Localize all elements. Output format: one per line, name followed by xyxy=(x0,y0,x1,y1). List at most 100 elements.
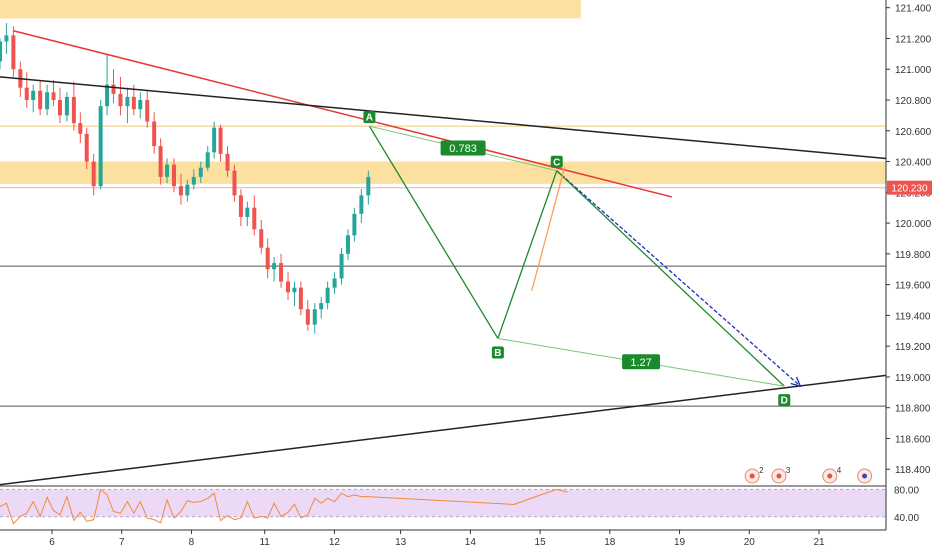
time-tick-label: 19 xyxy=(674,537,686,548)
time-tick-label: 8 xyxy=(189,537,195,548)
candle-body xyxy=(212,127,217,153)
candle-body xyxy=(57,100,62,116)
current-price-badge[interactable] xyxy=(887,180,932,195)
candle-body xyxy=(31,90,36,100)
price-tick-label: 119.000 xyxy=(895,373,931,384)
candle-body xyxy=(259,229,264,248)
candle-body xyxy=(332,278,337,288)
oscillator-pane: 80.00 40.00 xyxy=(0,485,919,525)
harmonic-pattern[interactable]: 0.783 1.27 A B C D xyxy=(363,111,791,407)
candle-body xyxy=(339,253,344,279)
candle-body xyxy=(45,92,50,110)
candle-body xyxy=(352,213,357,236)
candle-body xyxy=(105,84,110,107)
time-tick-label: 12 xyxy=(329,537,341,548)
candle-body xyxy=(345,235,350,254)
price-tick-label: 119.800 xyxy=(895,250,931,261)
candle-body xyxy=(158,146,163,177)
candle-body xyxy=(252,207,257,230)
orange-leg xyxy=(531,166,566,291)
event-icons[interactable]: 2 3 4 xyxy=(744,466,873,484)
price-tick-label: 121.400 xyxy=(895,4,932,15)
candle-body xyxy=(125,96,130,107)
candle-body xyxy=(325,287,330,304)
candle-body xyxy=(145,100,150,122)
candle-body xyxy=(11,35,16,70)
price-tick-label: 120.000 xyxy=(895,219,932,230)
current-price-label: 120.230 xyxy=(891,184,928,195)
time-tick-label: 15 xyxy=(535,537,547,548)
event-icon-2-dot xyxy=(749,473,755,479)
price-tick-label: 121.200 xyxy=(895,34,932,45)
time-tick-label: 20 xyxy=(744,537,756,548)
ratio-label: 1.27 xyxy=(630,357,651,369)
price-tick-label: 120.600 xyxy=(895,127,932,138)
candle-body xyxy=(319,303,324,310)
candle-body xyxy=(305,309,310,325)
point-badge-A[interactable] xyxy=(363,111,376,124)
candle-body xyxy=(84,133,89,162)
candle-body xyxy=(24,87,29,100)
time-tick-label: 14 xyxy=(465,537,477,548)
price-axis[interactable]: 121.400 121.200 121.000 120.800 120.600 120.4… xyxy=(885,0,932,530)
event-icon-4-count: 4 xyxy=(837,466,842,475)
price-tick-label: 118.400 xyxy=(895,465,931,476)
candle-body xyxy=(298,287,303,310)
time-tick-label: 18 xyxy=(604,537,616,548)
black-support[interactable] xyxy=(0,374,887,486)
trend-lines[interactable] xyxy=(0,30,887,486)
candle-body xyxy=(238,195,243,217)
event-icon-3-dot xyxy=(776,473,782,479)
candle-body xyxy=(286,281,291,293)
candle-body xyxy=(165,164,170,177)
point-label-B: B xyxy=(494,348,501,359)
supply-zone-mid xyxy=(0,161,886,184)
candle-body xyxy=(152,121,157,147)
candle-body xyxy=(38,90,43,110)
candle-body xyxy=(51,92,56,100)
point-label-C: C xyxy=(553,157,560,168)
price-tick-label: 118.800 xyxy=(895,404,931,415)
time-axis[interactable]: 6 7 8 11 12 13 14 15 18 19 20 21 xyxy=(0,529,886,548)
event-icon-2-count: 2 xyxy=(759,466,764,475)
candle-body xyxy=(131,96,136,110)
point-badge-D[interactable] xyxy=(778,394,791,407)
red-resistance[interactable] xyxy=(13,30,673,198)
harmonic-leg-CD[interactable] xyxy=(556,170,785,387)
event-icon-globe-dot xyxy=(862,473,868,479)
supply-zone-top xyxy=(0,0,581,19)
candle-body xyxy=(265,247,270,270)
time-tick-label: 13 xyxy=(395,537,407,548)
oscillator-tick-label: 40.00 xyxy=(894,513,919,524)
candle-body xyxy=(4,35,9,42)
price-tick-label: 119.200 xyxy=(895,342,931,353)
price-tick-label: 120.800 xyxy=(895,96,932,107)
candle-body xyxy=(98,106,103,187)
candlesticks xyxy=(0,23,371,334)
event-icon-4-dot xyxy=(827,473,833,479)
projection-arrow-line[interactable] xyxy=(556,170,801,387)
candle-body xyxy=(111,84,116,94)
candle-body xyxy=(138,100,143,110)
price-tick-label: 120.400 xyxy=(895,158,932,169)
harmonic-leg-AB[interactable] xyxy=(368,125,499,339)
harmonic-leg-BC[interactable] xyxy=(497,170,558,339)
candle-body xyxy=(272,263,277,270)
candle-body xyxy=(359,195,364,214)
candle-body xyxy=(71,96,76,124)
candle-body xyxy=(78,123,83,134)
time-tick-label: 6 xyxy=(49,537,55,548)
ratio-label: 0.783 xyxy=(449,143,477,155)
candle-body xyxy=(366,176,371,196)
ratio-badge xyxy=(622,354,661,370)
candle-body xyxy=(245,207,250,217)
oscillator-band xyxy=(0,489,886,517)
black-resistance[interactable] xyxy=(0,76,887,160)
point-badge-B[interactable] xyxy=(491,346,504,359)
point-badge-C[interactable] xyxy=(550,155,563,168)
time-tick-label: 21 xyxy=(813,537,825,548)
projection-arrow-head xyxy=(790,376,802,388)
time-tick-label: 7 xyxy=(119,537,125,548)
candle-body xyxy=(218,127,223,154)
